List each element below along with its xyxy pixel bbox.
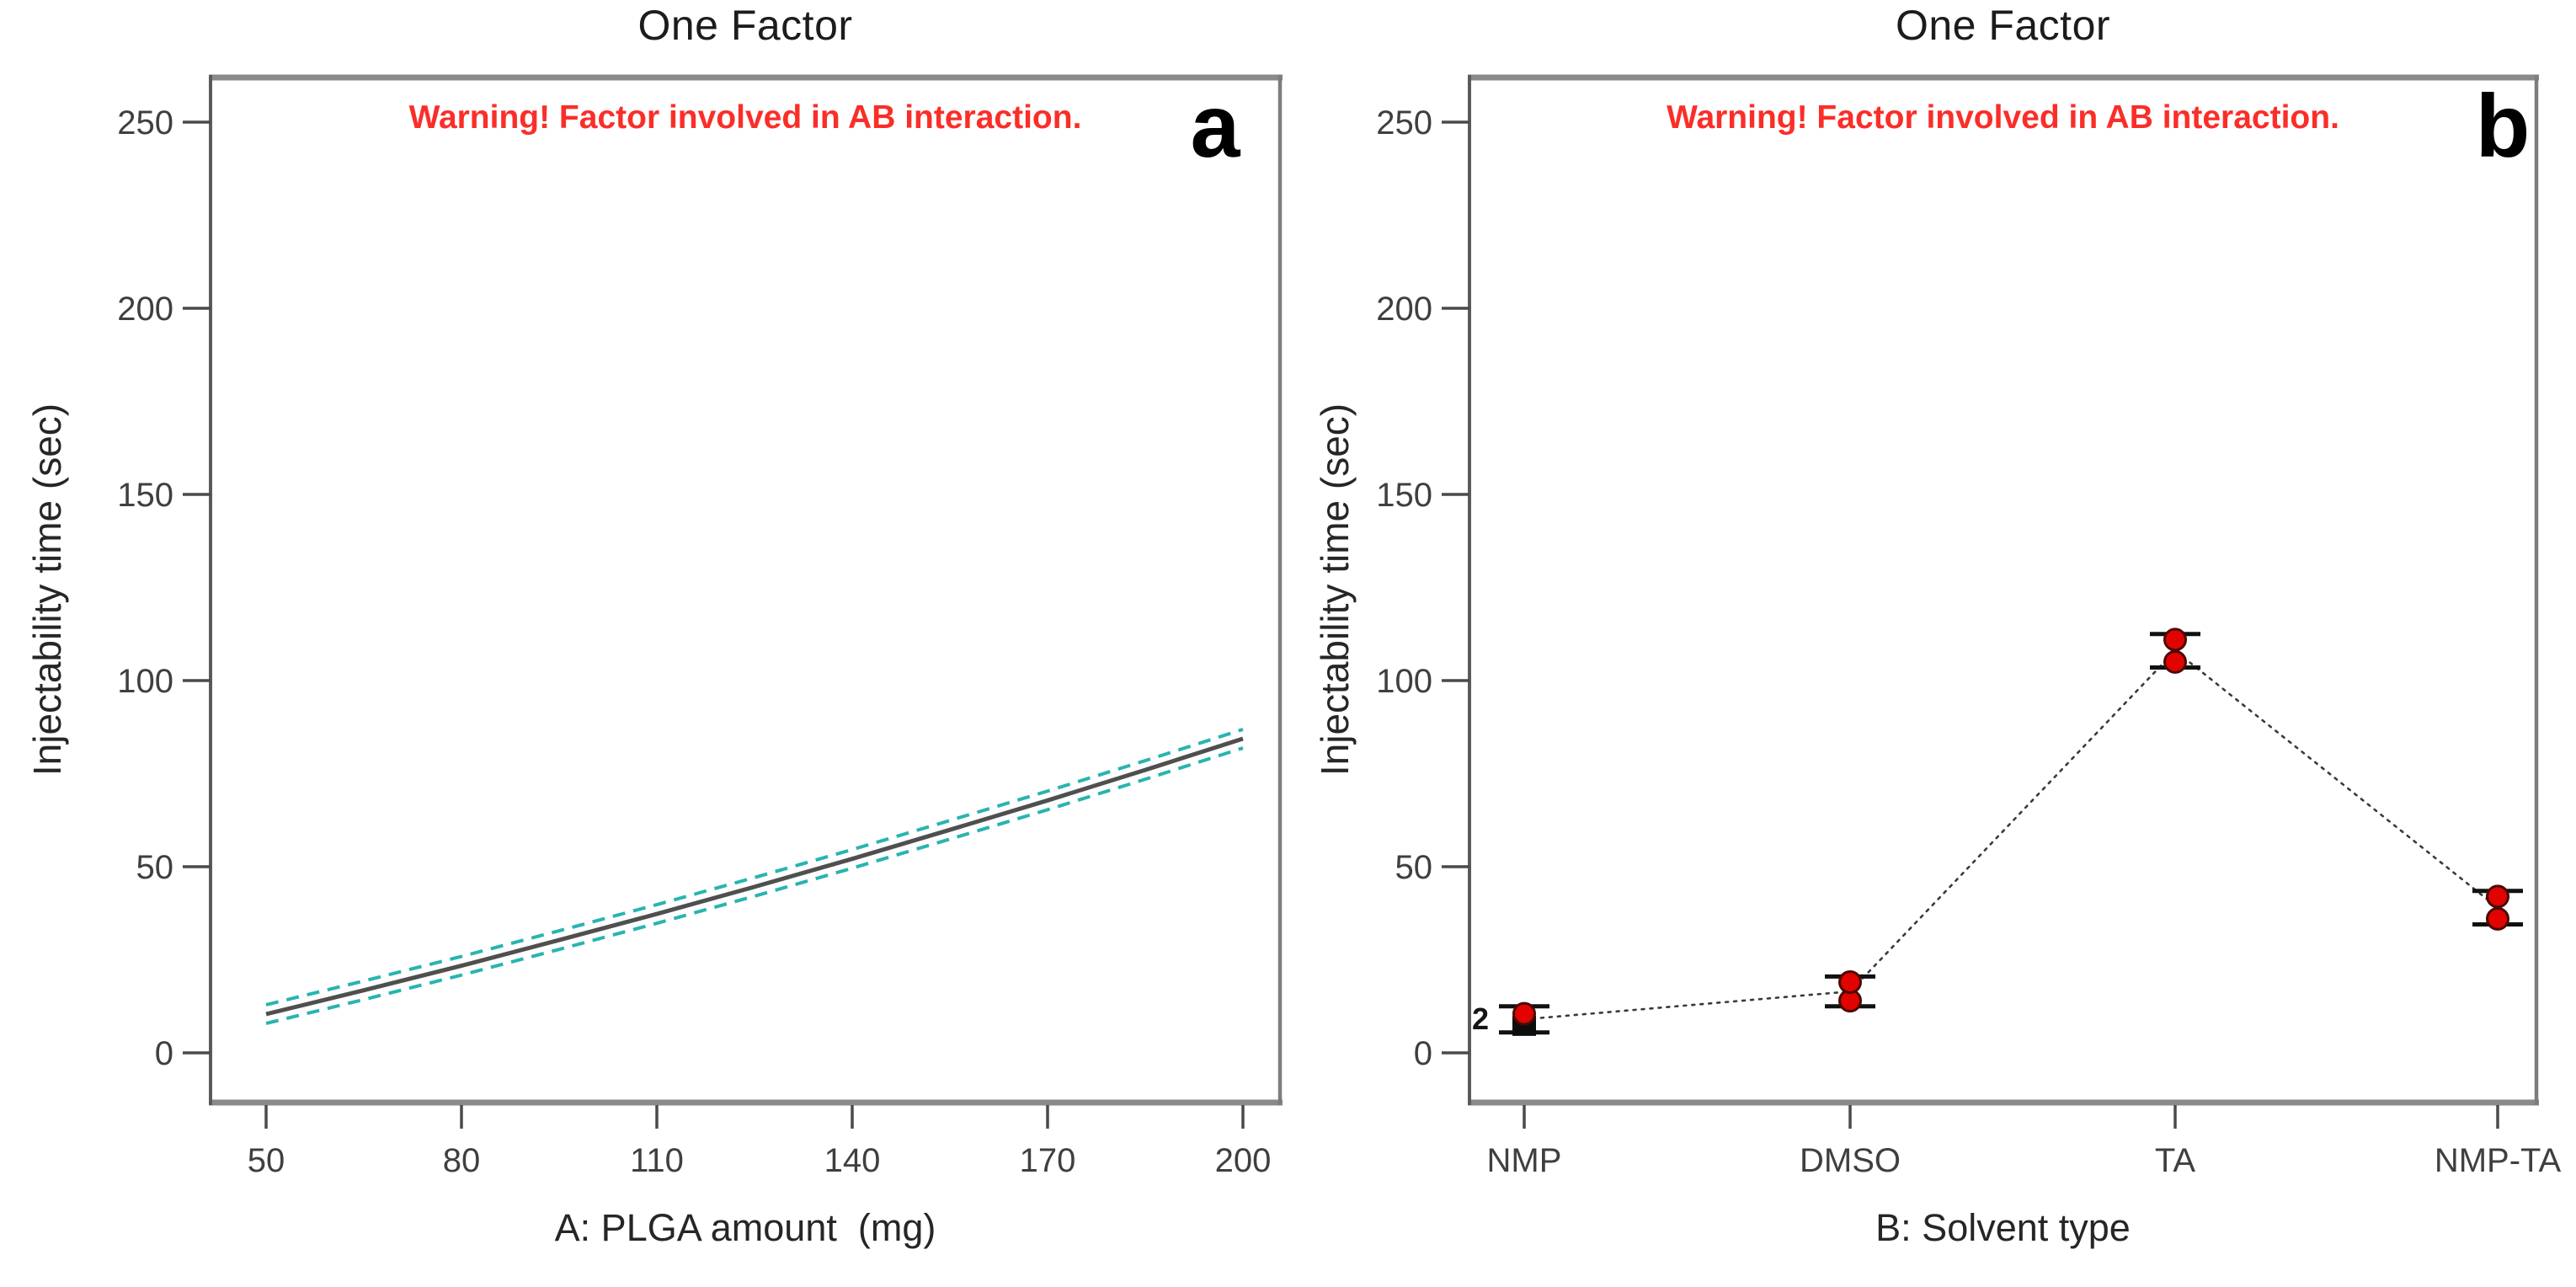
panel-letter-a: a xyxy=(1190,77,1240,176)
confidence-band-upper xyxy=(265,728,1244,1007)
plot-area-a: 0 50 100 150 200 250 50 80 110 140 170 200 xyxy=(117,74,1283,1179)
x-tick-label: TA xyxy=(2155,1142,2195,1179)
panel-b: 0 50 100 150 200 250 NMP DMSO TA NMP-TA 2 One Fact… xyxy=(1288,0,2576,1287)
y-tick-label: 100 xyxy=(117,663,173,700)
x-tick-label: NMP xyxy=(1487,1142,1562,1179)
prediction-curve xyxy=(265,736,1244,1017)
y-tick-label: 150 xyxy=(1376,477,1432,514)
panel-letter-b: b xyxy=(2475,77,2531,176)
design-point xyxy=(2163,627,2187,652)
y-tick-label: 200 xyxy=(117,291,173,328)
design-point xyxy=(2486,884,2509,909)
x-axis-label: B: Solvent type xyxy=(1875,1206,2131,1249)
warning-text: Warning! Factor involved in AB interacti… xyxy=(408,99,1082,136)
point-count-label: 2 xyxy=(1472,1001,1489,1036)
x-tick-label: DMSO xyxy=(1800,1142,1901,1179)
x-tick-label: 50 xyxy=(248,1142,285,1179)
x-tick-label: 170 xyxy=(1020,1142,1076,1179)
y-tick-label: 200 xyxy=(1376,291,1432,328)
x-tick-label: 200 xyxy=(1215,1142,1272,1179)
x-axis-label: A: PLGA amount (mg) xyxy=(554,1206,936,1249)
y-tick-label: 0 xyxy=(1414,1035,1432,1072)
y-tick-label: 150 xyxy=(117,477,173,514)
y-axis-label: Injectability time (sec) xyxy=(25,403,69,777)
connector-line xyxy=(1523,649,2499,1021)
y-tick-label: 50 xyxy=(136,849,174,886)
x-tick-label: NMP-TA xyxy=(2435,1142,2562,1179)
panel-a: 0 50 100 150 200 250 50 80 110 140 170 200 One Fact… xyxy=(25,2,1283,1249)
y-tick-label: 0 xyxy=(155,1035,173,1072)
design-point xyxy=(2486,906,2509,931)
confidence-band-lower xyxy=(265,746,1244,1025)
x-tick-label: 110 xyxy=(630,1142,684,1179)
x-tick-label: 140 xyxy=(824,1142,881,1179)
y-tick-label: 50 xyxy=(1395,849,1433,886)
x-tick-label: 80 xyxy=(443,1142,481,1179)
y-axis-label: Injectability time (sec) xyxy=(1313,403,1357,777)
design-point xyxy=(1512,1001,1536,1026)
chart-title: One Factor xyxy=(1895,2,2111,49)
y-tick-label: 250 xyxy=(1376,104,1432,142)
chart-title: One Factor xyxy=(637,2,853,49)
y-tick-label: 250 xyxy=(117,104,173,142)
warning-text: Warning! Factor involved in AB interacti… xyxy=(1667,99,2339,136)
plot-area-b: 0 50 100 150 200 250 NMP DMSO TA NMP-TA 2 xyxy=(1376,74,2562,1179)
design-point xyxy=(2163,649,2187,674)
y-tick-label: 100 xyxy=(1376,663,1432,700)
design-point xyxy=(1838,970,1862,995)
